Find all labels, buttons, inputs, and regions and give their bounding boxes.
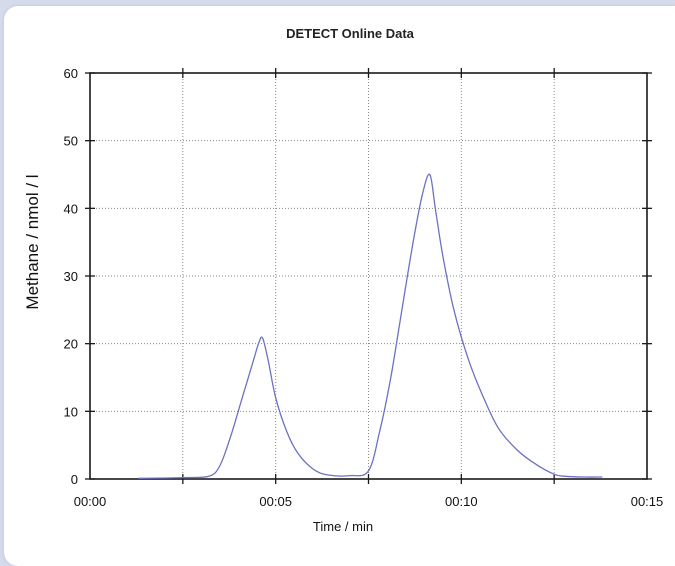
methane-series-line [138,173,603,479]
x-tick-label: 00:10 [445,494,478,509]
methane-chart: DETECT Online Data 0 10 20 30 40 50 60 00:00 00:… [23,26,664,534]
series-group [138,173,603,479]
y-tick-label: 0 [71,472,78,487]
y-tick-label: 60 [64,66,78,81]
y-tick-label: 40 [64,201,78,216]
axis-ticks: 0 10 20 30 40 50 60 00:00 00:05 00:10 00:15 [64,66,664,509]
chart-title: DETECT Online Data [286,26,415,41]
x-tick-label: 00:15 [631,494,664,509]
y-tick-label: 20 [64,337,78,352]
y-axis-label: Methane / nmol / l [23,174,42,309]
x-tick-label: 00:00 [74,494,107,509]
x-tick-label: 00:05 [259,494,292,509]
y-tick-label: 10 [64,404,78,419]
y-tick-label: 30 [64,269,78,284]
x-axis-label: Time / min [313,519,373,534]
chart-card [4,6,675,566]
y-tick-label: 50 [64,134,78,149]
grid [90,73,647,479]
